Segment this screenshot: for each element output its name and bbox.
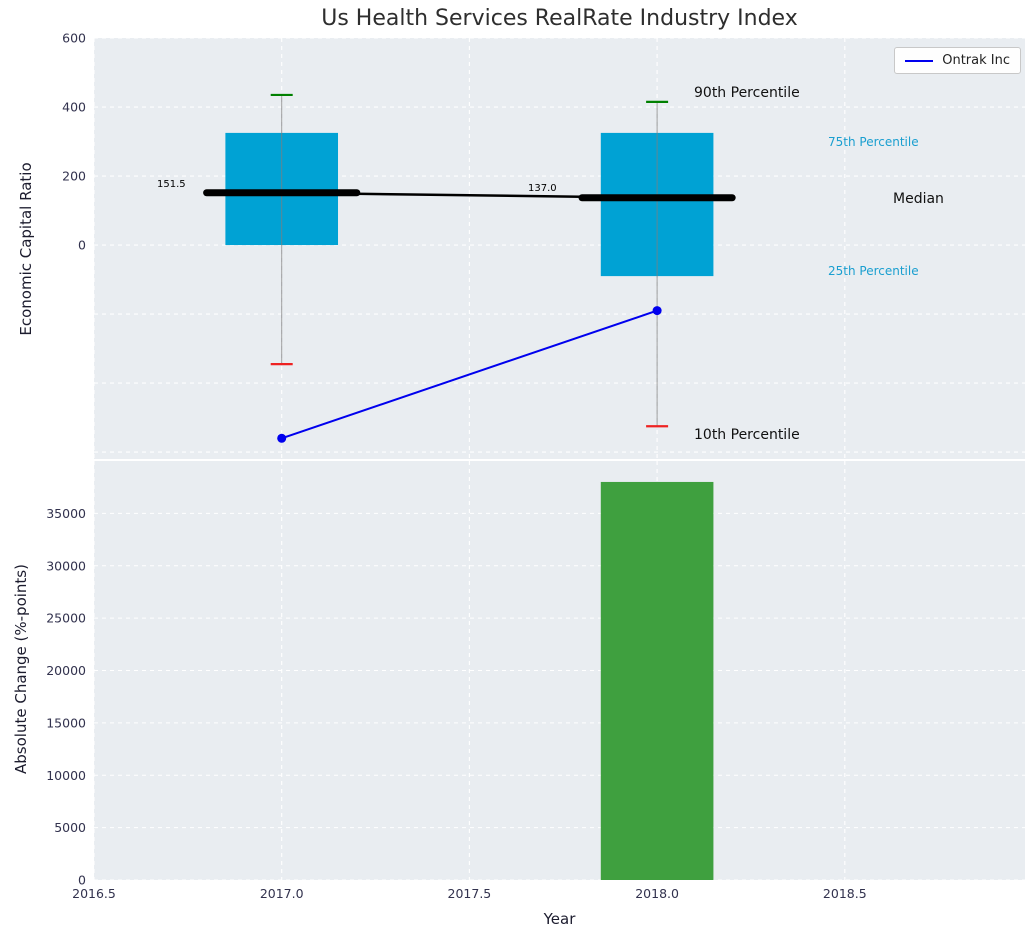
series-marker-ontrak [277, 433, 287, 443]
chart-title: Us Health Services RealRate Industry Ind… [321, 6, 798, 31]
ytick-label-top: 400 [62, 100, 86, 115]
ytick-label-bottom: 15000 [46, 715, 86, 730]
series-line-ontrak [281, 309, 658, 440]
annotation-25th-percentile: 25th Percentile [828, 264, 919, 278]
y-axis-label-top: Economic Capital Ratio [17, 162, 35, 336]
x-axis-label: Year [543, 910, 576, 928]
xtick-label: 2018.5 [823, 886, 867, 901]
series-marker-ontrak [652, 306, 662, 316]
ytick-label-top: 600 [62, 31, 86, 46]
legend-label: Ontrak Inc [942, 53, 1010, 68]
top-panel-bg [94, 38, 1025, 459]
ytick-label-top: 0 [78, 238, 86, 253]
xtick-label: 2018.0 [635, 886, 679, 901]
ytick-label-top: 200 [62, 169, 86, 184]
y-axis-label-bottom: Absolute Change (%-points) [12, 564, 30, 774]
xtick-label: 2017.0 [260, 886, 304, 901]
xtick-label: 2016.5 [72, 886, 116, 901]
ytick-label-bottom: 25000 [46, 611, 86, 626]
ytick-label-bottom: 5000 [54, 820, 86, 835]
legend: Ontrak Inc [894, 47, 1021, 74]
xtick-label: 2017.5 [448, 886, 492, 901]
legend-line-sample-icon [905, 59, 934, 62]
annotation-10th-percentile: 10th Percentile [694, 427, 800, 443]
annotation-75th-percentile: 75th Percentile [828, 135, 919, 149]
median-value-2017: 151.5 [157, 179, 186, 190]
median-value-2018: 137.0 [528, 183, 557, 194]
ytick-label-bottom: 30000 [46, 558, 86, 573]
ytick-label-bottom: 35000 [46, 506, 86, 521]
annotation-median: Median [893, 191, 944, 207]
annotation-90th-percentile: 90th Percentile [694, 85, 800, 101]
bar-2018 [600, 481, 714, 880]
ytick-label-bottom: 0 [78, 873, 86, 888]
ytick-label-bottom: 20000 [46, 663, 86, 678]
ytick-label-bottom: 10000 [46, 768, 86, 783]
